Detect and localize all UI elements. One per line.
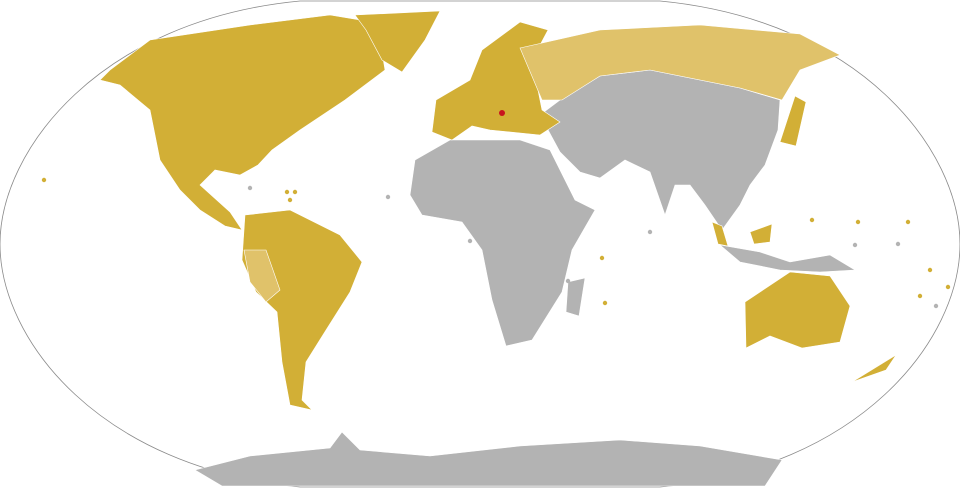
island-marker — [917, 293, 923, 299]
region-indonesia — [718, 244, 856, 273]
region-africa — [409, 139, 596, 347]
region-greenland — [354, 10, 441, 73]
island-marker — [467, 238, 473, 244]
region-new-zealand — [851, 354, 897, 383]
island-marker — [385, 194, 391, 200]
island-marker — [809, 217, 815, 223]
island-marker — [565, 278, 571, 284]
island-marker — [905, 219, 911, 225]
island-markers — [41, 177, 951, 309]
region-japan — [779, 95, 807, 147]
island-marker — [927, 267, 933, 273]
island-marker — [599, 255, 605, 261]
region-madagascar — [565, 277, 586, 317]
island-marker — [284, 189, 290, 195]
region-australia — [744, 271, 851, 349]
island-marker — [945, 284, 951, 290]
island-marker — [647, 229, 653, 235]
region-peru — [243, 249, 281, 303]
region-south-america — [241, 209, 363, 411]
island-marker — [287, 197, 293, 203]
island-marker — [933, 303, 939, 309]
island-marker — [895, 241, 901, 247]
island-marker — [292, 189, 298, 195]
island-marker — [852, 242, 858, 248]
region-malaysia — [711, 221, 729, 247]
region-north-america — [99, 14, 386, 231]
region-borneo-north — [749, 223, 773, 245]
region-antarctica — [194, 431, 783, 487]
region-russia — [519, 24, 841, 101]
region-kosovo — [499, 110, 505, 116]
island-marker — [855, 219, 861, 225]
island-marker — [247, 185, 253, 191]
island-marker — [41, 177, 47, 183]
island-marker — [602, 300, 608, 306]
